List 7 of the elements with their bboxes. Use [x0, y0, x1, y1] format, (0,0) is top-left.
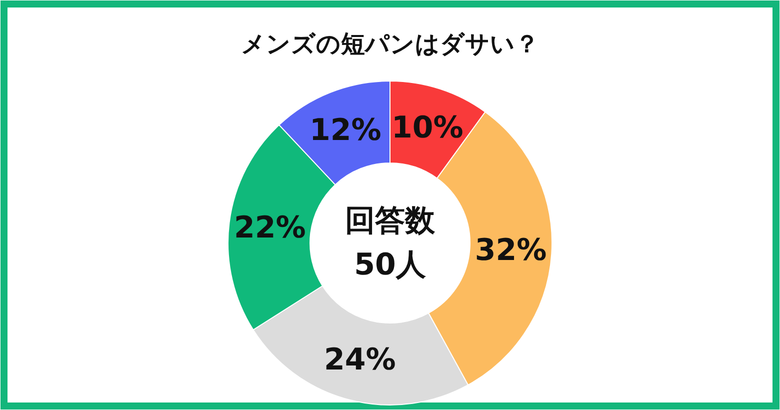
chart-title: メンズの短パンはダサい？ [241, 30, 539, 58]
data-label: 32% [474, 233, 547, 268]
data-label: 12% [310, 112, 382, 148]
data-label: 22% [234, 210, 306, 246]
text: 回答数 50人 [345, 204, 436, 282]
data-label: 10% [391, 110, 464, 146]
data-label: 24% [324, 342, 396, 378]
